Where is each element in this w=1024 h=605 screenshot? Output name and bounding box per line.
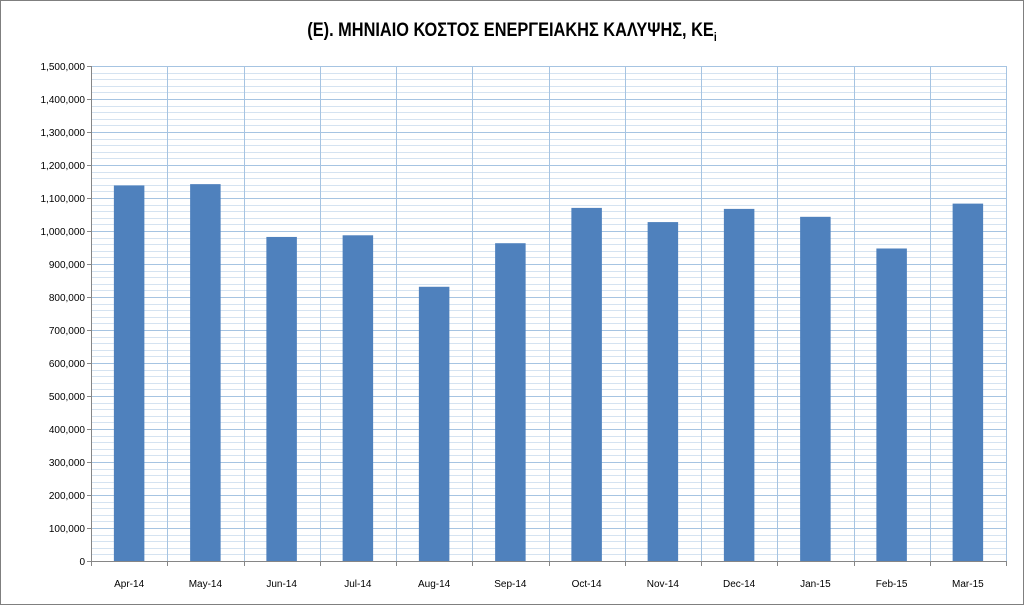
y-tick-label: 500,000 (49, 392, 86, 403)
y-tick-label: 1,400,000 (41, 95, 86, 106)
plot-area (91, 66, 1006, 561)
y-tick-label: 1,200,000 (41, 161, 86, 172)
bar-aug-14 (418, 286, 450, 561)
x-tick-label: Jan-15 (800, 579, 831, 590)
y-tick-label: 900,000 (49, 260, 86, 271)
chart-title: (Ε). ΜΗΝΙΑΙΟ ΚΟΣΤΟΣ ΕΝΕΡΓΕΙΑΚΗΣ ΚΑΛΥΨΗΣ,… (72, 20, 953, 44)
y-tick-label: 700,000 (49, 326, 86, 337)
y-tick-label: 300,000 (49, 458, 86, 469)
bar-feb-15 (876, 248, 907, 562)
y-tick-label: 400,000 (49, 425, 86, 436)
y-tick-label: 800,000 (49, 293, 86, 304)
x-tick-label: Dec-14 (723, 579, 756, 590)
x-tick-label: Jul-14 (344, 579, 372, 590)
x-tick-label: Aug-14 (418, 579, 451, 590)
chart-title-subscript: i (713, 29, 717, 44)
x-tick-label: Oct-14 (572, 579, 602, 590)
y-tick-label: 600,000 (49, 359, 86, 370)
y-tick-label: 1,500,000 (41, 62, 86, 73)
bar-jul-14 (342, 235, 374, 562)
bar-oct-14 (571, 207, 602, 561)
bar-nov-14 (647, 222, 679, 561)
bar-sep-14 (495, 243, 526, 561)
x-tick-label: Apr-14 (114, 579, 144, 590)
bar-jun-14 (266, 236, 297, 561)
x-tick-label: Sep-14 (494, 579, 527, 590)
y-tick-label: 100,000 (49, 524, 86, 535)
bar-mar-15 (952, 203, 984, 562)
x-tick-label: May-14 (189, 579, 223, 590)
bar-apr-14 (113, 185, 145, 561)
x-tick-label: Nov-14 (647, 579, 680, 590)
x-tick-label: Mar-15 (952, 579, 984, 590)
y-tick-label: 0 (79, 557, 85, 568)
y-tick-label: 200,000 (49, 491, 86, 502)
x-tick-label: Jun-14 (266, 579, 297, 590)
y-tick-label: 1,000,000 (41, 227, 86, 238)
chart-title-text: (Ε). ΜΗΝΙΑΙΟ ΚΟΣΤΟΣ ΕΝΕΡΓΕΙΑΚΗΣ ΚΑΛΥΨΗΣ,… (307, 20, 714, 41)
bar-may-14 (190, 184, 221, 561)
bar-jan-15 (800, 216, 831, 561)
x-tick-label: Feb-15 (876, 579, 908, 590)
y-tick-label: 1,300,000 (41, 128, 86, 139)
y-tick-label: 1,100,000 (41, 194, 86, 205)
bar-dec-14 (723, 208, 755, 561)
